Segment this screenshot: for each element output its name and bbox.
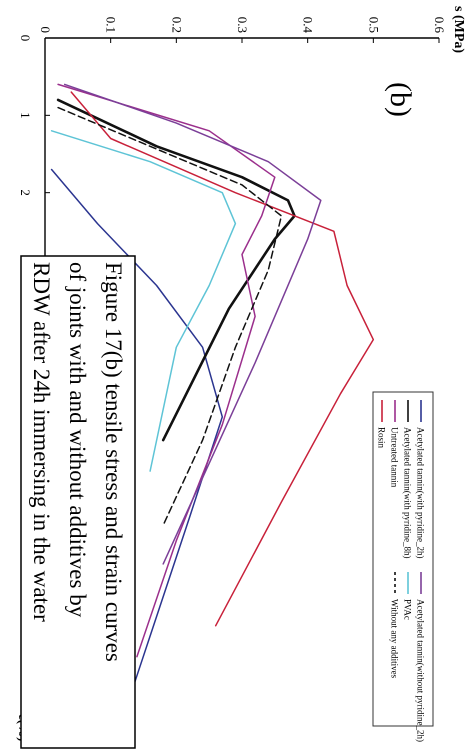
series-line-6 (50, 130, 237, 472)
legend-label-3: Untreated tannin (390, 427, 400, 488)
legend-box (372, 391, 434, 727)
legend-label-2: Acetylated tannin(with pyridine_8h) (403, 427, 413, 558)
y-tick-label: 0.6 (432, 17, 447, 34)
caption-box (20, 255, 136, 749)
figure-caption: Figure 17(b) tensile stress and strain c… (20, 255, 136, 749)
y-tick-label: 0.3 (235, 17, 250, 33)
y-tick-label: 0.5 (366, 17, 381, 33)
caption-line-1: Figure 17(b) tensile stress and strain c… (101, 262, 126, 662)
x-tick-label: 0 (18, 35, 33, 42)
y-tick-label: 0 (38, 27, 53, 34)
legend-label-6: PVAc (403, 599, 413, 620)
legend-label-1: Acetylated tannin(with pyridine_2h) (416, 427, 426, 558)
x-tick-label: 2 (18, 189, 33, 196)
y-axis-title: s (MPa) (451, 6, 466, 53)
y-tick-label: 0.1 (104, 17, 119, 33)
caption-line-2: of joints with and without additives by (65, 262, 90, 618)
x-tick-label: 1 (18, 112, 33, 119)
legend-label-4: Rosin (377, 427, 387, 449)
legend-label-5: Acetylated tannin(without pyridine_2h) (416, 599, 426, 742)
plot-lines (50, 83, 375, 697)
y-tick-label: 0.2 (169, 17, 184, 33)
series-line-4 (70, 91, 375, 627)
legend: Acetylated tannin(with pyridine_2h)Acety… (372, 391, 434, 742)
series-line-5 (63, 83, 322, 565)
panel-label: (b) (384, 82, 417, 117)
y-tick-label: 0.4 (301, 17, 316, 34)
series-line-1 (50, 168, 224, 697)
series-line-7 (57, 106, 283, 526)
series-line-2 (56, 98, 296, 442)
legend-label-7: Without any additives (390, 599, 400, 679)
caption-line-3: RDW after 24h immersing in the water (29, 262, 54, 622)
